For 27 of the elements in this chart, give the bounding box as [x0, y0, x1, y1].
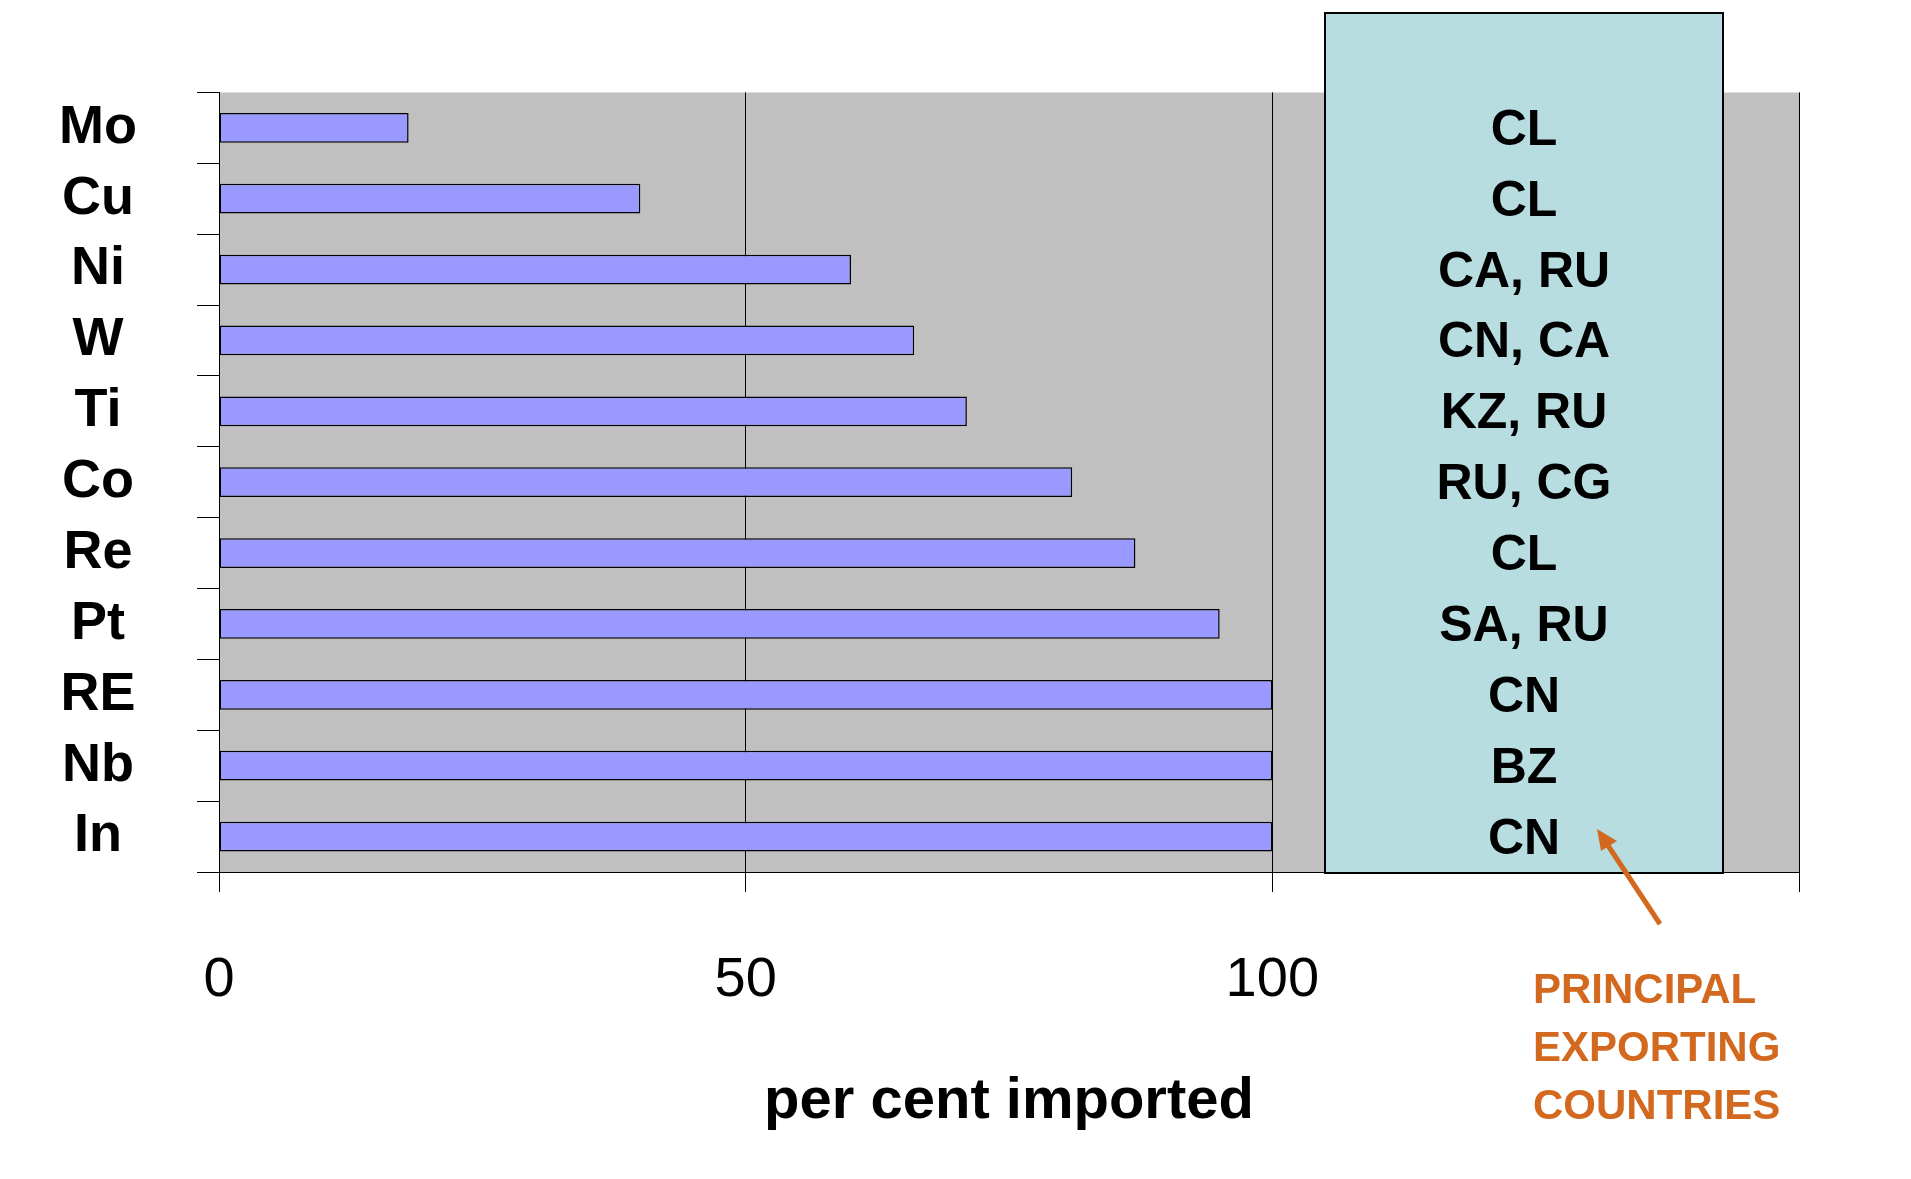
x-tick-label: 0 — [203, 945, 235, 1009]
y-tick-label: Ti — [74, 377, 122, 438]
annotation: BZ — [1489, 736, 1559, 796]
x-tick-label: 50 — [714, 945, 777, 1009]
annotation: CL — [1489, 98, 1559, 158]
y-tick-label: Pt — [71, 589, 126, 650]
x-tick-label: 100 — [1225, 945, 1320, 1009]
annotation: SA, RU — [1438, 594, 1610, 654]
x-axis-title: per cent imported — [764, 1065, 1254, 1131]
y-tick-label: W — [72, 306, 124, 367]
annotation: CN — [1486, 807, 1562, 867]
annotation: RU, CG — [1435, 453, 1613, 513]
y-tick-label: Re — [63, 518, 133, 579]
annotation: CN, CA — [1436, 311, 1612, 371]
annotation: CA, RU — [1436, 240, 1612, 300]
y-tick-label: In — [74, 802, 123, 863]
y-tick-label: Nb — [62, 731, 135, 792]
y-tick-label: Cu — [62, 164, 135, 225]
y-tick-label: Co — [62, 448, 135, 509]
annotation: KZ, RU — [1439, 382, 1609, 442]
annotation: CN — [1486, 665, 1562, 725]
annotation: CL — [1489, 524, 1559, 584]
y-tick-label: Ni — [71, 235, 126, 296]
y-tick-label: Mo — [59, 93, 137, 154]
text: PRINCIPAL EXPORTING COUNTRIES — [1533, 964, 1782, 1130]
annotation: CL — [1489, 169, 1559, 229]
y-tick-label: RE — [60, 660, 136, 721]
